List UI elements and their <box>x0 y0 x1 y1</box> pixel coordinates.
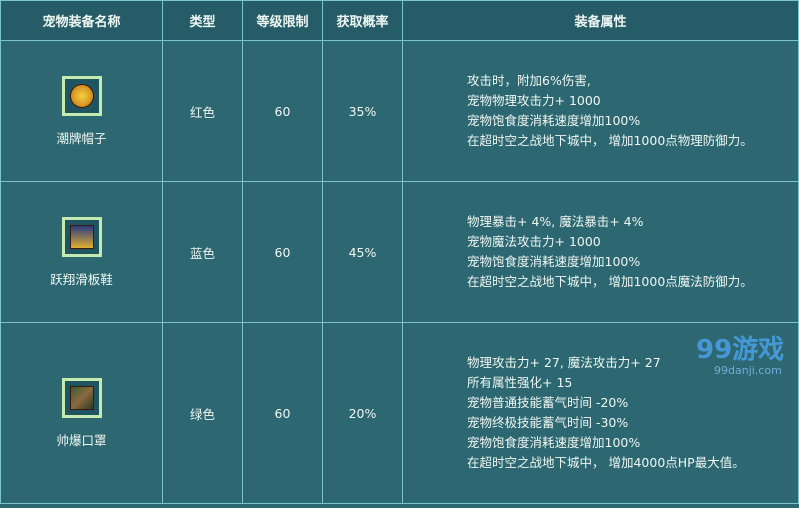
watermark-url: 99danji.com <box>714 364 782 377</box>
item-name: 跃翔滑板鞋 <box>50 271 113 287</box>
table-row: 帅爆口罩 绿色 60 20% 物理攻击力+ 27, 魔法攻击力+ 27 所有属性强… <box>0 322 799 504</box>
watermark-text: 99游戏 <box>696 335 785 365</box>
attr-line: 攻击时，附加6%伤害, <box>467 73 591 88</box>
name-cell: 帅爆口罩 <box>0 322 163 504</box>
name-cell: 潮牌帽子 <box>0 40 163 182</box>
attributes-cell: 物理暴击+ 4%, 魔法暴击+ 4% 宠物魔法攻击力+ 1000 宠物饱食度消耗速度… <box>402 181 799 323</box>
attr-line: 宠物魔法攻击力+ 1000 <box>467 234 601 249</box>
header-level: 等级限制 <box>242 0 323 41</box>
header-attributes: 装备属性 <box>402 0 799 41</box>
table-row: 跃翔滑板鞋 蓝色 60 45% 物理暴击+ 4%, 魔法暴击+ 4% 宠物魔法攻击… <box>0 181 799 323</box>
attr-line: 物理暴击+ 4%, 魔法暴击+ 4% <box>467 214 644 229</box>
type-cell: 绿色 <box>162 322 243 504</box>
attr-line: 在超时空之战地下城中， 增加1000点物理防御力。 <box>467 133 753 148</box>
shoes-icon <box>61 216 102 257</box>
attr-line: 宠物饱食度消耗速度增加100% <box>467 254 641 269</box>
item-name: 潮牌帽子 <box>56 130 107 146</box>
attr-line: 宠物终极技能蓄气时间 -30% <box>467 415 629 430</box>
type-cell: 红色 <box>162 40 243 182</box>
attr-line: 在超时空之战地下城中， 增加4000点HP最大值。 <box>467 455 745 470</box>
attr-line: 所有属性强化+ 15 <box>467 375 573 390</box>
attr-line: 宠物饱食度消耗速度增加100% <box>467 435 641 450</box>
type-cell: 蓝色 <box>162 181 243 323</box>
name-cell: 跃翔滑板鞋 <box>0 181 163 323</box>
attr-line: 宠物饱食度消耗速度增加100% <box>467 113 641 128</box>
header-rate: 获取概率 <box>322 0 403 41</box>
level-cell: 60 <box>242 322 323 504</box>
attributes-cell: 攻击时，附加6%伤害, 宠物物理攻击力+ 1000 宠物饱食度消耗速度增加100% 在… <box>402 40 799 182</box>
attributes-cell: 物理攻击力+ 27, 魔法攻击力+ 27 所有属性强化+ 15 宠物普通技能蓄气时间… <box>402 322 799 504</box>
rate-cell: 35% <box>322 40 403 182</box>
table-row: 潮牌帽子 红色 60 35% 攻击时，附加6%伤害, 宠物物理攻击力+ 1000 宠… <box>0 40 799 182</box>
attr-line: 在超时空之战地下城中， 增加1000点魔法防御力。 <box>467 274 753 289</box>
attr-line: 宠物普通技能蓄气时间 -20% <box>467 395 629 410</box>
rate-cell: 45% <box>322 181 403 323</box>
header-row: 宠物装备名称 类型 等级限制 获取概率 装备属性 <box>0 0 799 41</box>
item-name: 帅爆口罩 <box>56 432 107 448</box>
watermark-logo: 99游戏 99danji.com <box>696 336 784 377</box>
attr-line: 宠物物理攻击力+ 1000 <box>467 93 601 108</box>
level-cell: 60 <box>242 40 323 182</box>
attr-line: 物理攻击力+ 27, 魔法攻击力+ 27 <box>467 355 661 370</box>
hat-icon <box>61 75 102 116</box>
mask-icon <box>61 377 102 418</box>
rate-cell: 20% <box>322 322 403 504</box>
header-type: 类型 <box>162 0 243 41</box>
header-name: 宠物装备名称 <box>0 0 163 41</box>
level-cell: 60 <box>242 181 323 323</box>
